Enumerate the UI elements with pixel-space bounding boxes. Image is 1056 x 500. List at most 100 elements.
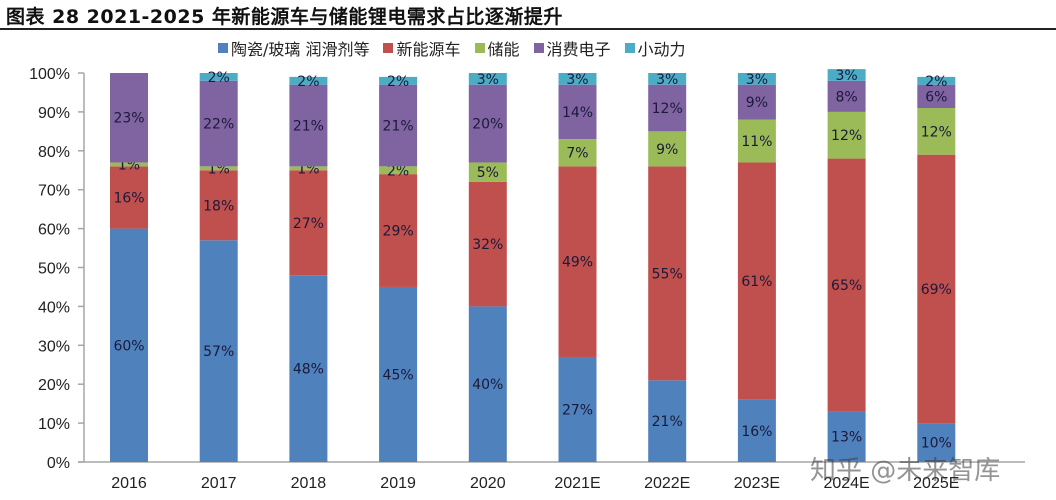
data-label: 16% [113,190,144,206]
legend-swatch [474,43,485,53]
bar-segment [110,166,148,229]
x-tick-label: 2016 [111,475,147,492]
bar-segment [379,174,418,287]
bar-segment [558,84,597,140]
y-tick-label: 10% [38,416,70,433]
y-tick-label: 60% [38,222,70,239]
legend-item: 陶瓷/玻璃 润滑剂等 [218,36,369,60]
bar-segment [468,84,507,163]
bar-segment [648,84,687,132]
data-label: 3% [477,72,499,88]
legend-item: 消费电子 [533,36,611,60]
data-label: 9% [656,142,678,158]
x-tick-label: 2024E [823,475,869,492]
bar-segment [379,166,418,175]
data-label: 32% [472,237,503,253]
legend-item: 新能源车 [383,36,461,60]
data-label: 12% [652,101,683,117]
x-tick-label: 2025E [913,475,959,492]
data-label: 27% [293,216,324,232]
data-label: 16% [741,424,772,440]
y-tick-label: 90% [38,105,70,122]
bar-segment [199,166,238,171]
bar-segment [289,170,328,276]
data-label: 3% [746,72,768,88]
legend-label: 陶瓷/玻璃 润滑剂等 [231,40,370,59]
data-label: 10% [921,436,952,452]
data-label: 6% [925,89,947,105]
data-label: 65% [831,278,862,294]
data-label: 9% [746,95,768,111]
bar-segment [827,158,866,412]
bar-segment [558,139,597,167]
bar-segment [648,73,687,85]
y-tick-label: 50% [38,261,70,278]
y-tick-label: 80% [38,144,70,161]
data-label: 21% [293,119,324,135]
data-label: 69% [921,282,952,298]
bar-segment [917,76,956,85]
bar-segment [379,286,418,462]
bar-segment [648,166,687,381]
legend-item: 小动力 [624,36,686,60]
legend-swatch [624,43,635,53]
bar-segment [648,131,687,167]
bar-segment [199,73,238,81]
data-label: 3% [656,72,678,88]
bar-segment [468,306,507,462]
y-tick-label: 70% [38,183,70,200]
bar-segment [199,170,238,241]
x-tick-label: 2017 [201,475,237,492]
bar-segment [468,181,507,307]
bar-segment [558,356,597,462]
data-label: 23% [113,111,144,127]
bar-segment [199,80,238,167]
data-label: 11% [741,134,772,150]
x-tick-label: 2023E [734,475,780,492]
data-label: 2% [387,163,409,179]
data-label: 21% [383,119,414,135]
bar-segment [917,108,956,155]
bar-segment [289,76,328,85]
data-label: 3% [566,72,588,88]
data-label: 61% [741,274,772,290]
bar-segment [468,162,507,182]
data-label: 5% [477,165,499,181]
bar-segment [289,84,328,167]
bar-segment [737,119,776,163]
y-tick-label: 40% [38,299,70,316]
bar-segment [827,69,866,81]
data-label: 27% [562,402,593,418]
legend-label: 消费电子 [546,40,611,59]
legend-swatch [383,43,394,53]
legend-label: 新能源车 [396,40,461,59]
bar-segment [110,228,148,462]
data-label: 48% [293,362,324,378]
data-label: 7% [566,146,588,162]
bar-segment [558,73,597,85]
data-label: 45% [383,367,414,383]
bar-segment [917,154,956,424]
bar-segment [737,84,776,120]
bar-segment [737,162,776,400]
bar-segment [289,275,328,462]
bar-segment [827,411,866,462]
x-tick-label: 2021E [554,475,600,492]
data-label: 21% [652,414,683,430]
y-tick-label: 100% [29,66,70,83]
data-label: 40% [472,377,503,393]
data-label: 29% [383,224,414,240]
x-tick-label: 2020 [470,475,506,492]
data-label: 18% [203,198,234,214]
bar-segment [110,162,148,167]
bar-segment [558,166,597,357]
data-label: 57% [203,344,234,360]
x-tick-label: 2022E [644,475,690,492]
bar-segment [289,166,328,171]
data-label: 20% [472,117,503,133]
y-tick-label: 20% [38,377,70,394]
watermark: 知乎 @未来智库 [810,456,1001,486]
data-label: 8% [835,89,857,105]
title-divider [0,28,1056,30]
